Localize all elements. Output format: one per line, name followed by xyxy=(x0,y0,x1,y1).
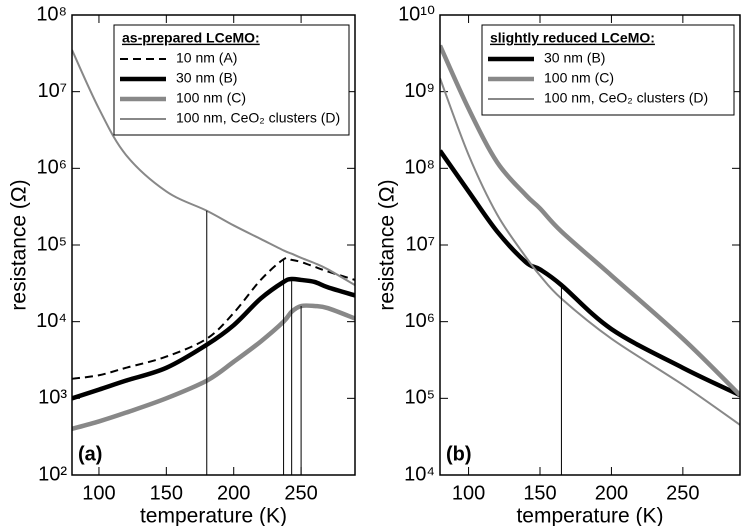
y-tick-label: 10⁷ xyxy=(38,80,67,102)
series-group xyxy=(440,44,740,426)
y-tick-label: 10⁶ xyxy=(37,157,67,179)
x-tick-label: 200 xyxy=(217,482,250,504)
y-axis-label: resistance (Ω) xyxy=(8,179,31,310)
y-axis-label: resistance (Ω) xyxy=(376,179,399,310)
x-axis-label: temperature (K) xyxy=(516,505,663,526)
legend-title: slightly reduced LCeMO: xyxy=(490,30,655,46)
series-line xyxy=(72,276,355,401)
y-tick-label: 10⁵ xyxy=(36,233,67,255)
x-tick-label: 100 xyxy=(82,482,115,504)
y-tick-label: 10⁴ xyxy=(36,310,67,332)
x-tick-label: 250 xyxy=(666,482,699,504)
panel-label: (b) xyxy=(446,443,472,465)
y-tick-label: 10⁴ xyxy=(404,463,435,485)
legend-label: 30 nm (B) xyxy=(176,70,237,86)
x-tick-label: 200 xyxy=(595,482,628,504)
x-axis-label: temperature (K) xyxy=(140,505,287,526)
y-tick-label: 10⁶ xyxy=(405,310,435,332)
series-group xyxy=(72,49,355,432)
legend-label: 30 nm (B) xyxy=(544,50,605,66)
panel-label: (a) xyxy=(78,443,102,465)
series-line xyxy=(72,49,355,286)
series-line xyxy=(440,77,740,426)
y-tick-label: 10⁷ xyxy=(406,233,435,255)
y-tick-label: 10⁸ xyxy=(404,157,435,179)
plot-frame xyxy=(439,14,741,476)
series-line xyxy=(440,149,740,398)
y-tick-label: 10³ xyxy=(38,387,67,409)
legend-label: 100 nm (C) xyxy=(176,90,246,106)
y-tick-label: 10¹⁰ xyxy=(398,3,435,25)
x-tick-label: 250 xyxy=(284,482,317,504)
legend-label: 100 nm (C) xyxy=(544,70,614,86)
series-line xyxy=(72,256,355,380)
y-tick-label: 10⁹ xyxy=(404,80,435,102)
series-line xyxy=(440,44,740,397)
legend-title: as-prepared LCeMO: xyxy=(122,30,260,46)
series-line xyxy=(72,303,355,432)
legend-label: 100 nm, CeO₂ clusters (D) xyxy=(544,90,708,106)
x-tick-label: 150 xyxy=(150,482,183,504)
y-tick-label: 10² xyxy=(38,463,67,485)
y-tick-label: 10⁵ xyxy=(404,387,435,409)
legend-label: 10 nm (A) xyxy=(176,50,237,66)
x-tick-label: 150 xyxy=(523,482,556,504)
y-tick-label: 10⁸ xyxy=(36,3,67,25)
plot-frame xyxy=(71,14,356,476)
legend-label: 100 nm, CeO₂ clusters (D) xyxy=(176,110,340,126)
x-tick-label: 100 xyxy=(452,482,485,504)
